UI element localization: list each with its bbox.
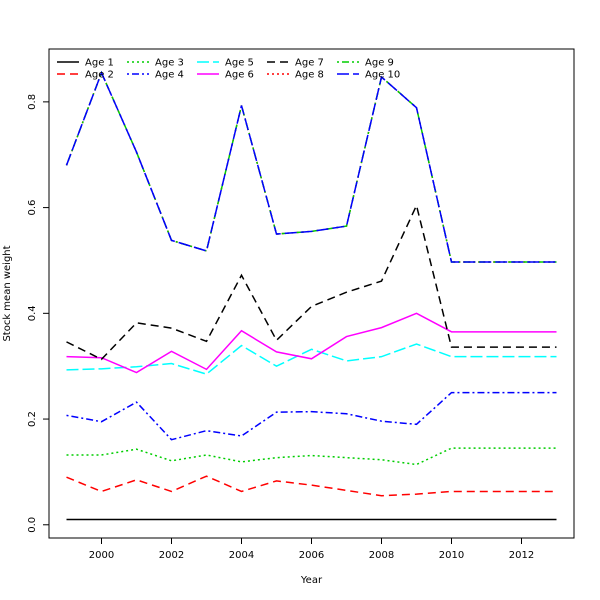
series-line-3 (66, 447, 557, 466)
plot-frame (48, 48, 575, 539)
y-tick-label: 0.6 (27, 200, 38, 216)
x-axis-title: Year (300, 575, 323, 586)
series-line-7 (66, 203, 557, 361)
legend-label: Age 10 (365, 70, 400, 81)
legend-label: Age 5 (225, 58, 254, 69)
y-tick-label: 0.2 (27, 411, 38, 427)
legend-label: Age 8 (295, 70, 324, 81)
y-axis-title: Stock mean weight (2, 245, 13, 341)
series-line-4 (66, 391, 557, 441)
legend-label: Age 6 (225, 70, 254, 81)
x-tick-label: 2010 (439, 550, 464, 561)
legend-label: Age 2 (85, 70, 114, 81)
legend-label: Age 1 (85, 58, 114, 69)
series-line-6 (66, 312, 557, 374)
series-line-2 (66, 475, 557, 497)
legend-label: Age 7 (295, 58, 324, 69)
x-tick-label: 2002 (159, 550, 184, 561)
x-tick-label: 2006 (299, 550, 324, 561)
x-tick-label: 2004 (229, 550, 254, 561)
legend-label: Age 3 (155, 58, 184, 69)
series-line-9 (65, 70, 557, 263)
y-tick-label: 0.4 (27, 305, 38, 321)
x-axis: 2000 2002 2004 2006 2008 2010 2012 (89, 538, 534, 561)
y-tick-label: 0.0 (27, 517, 38, 533)
x-tick-label: 2008 (369, 550, 394, 561)
series-line-8 (65, 70, 557, 263)
series-line-10 (65, 70, 557, 263)
y-tick-label: 0.8 (27, 94, 38, 110)
y-axis: 0.0 0.2 0.4 0.6 0.8 (27, 94, 49, 533)
legend-label: Age 4 (155, 70, 184, 81)
x-tick-label: 2000 (89, 550, 114, 561)
x-tick-label: 2012 (509, 550, 534, 561)
series-layer (65, 70, 557, 521)
legend-label: Age 9 (365, 58, 394, 69)
